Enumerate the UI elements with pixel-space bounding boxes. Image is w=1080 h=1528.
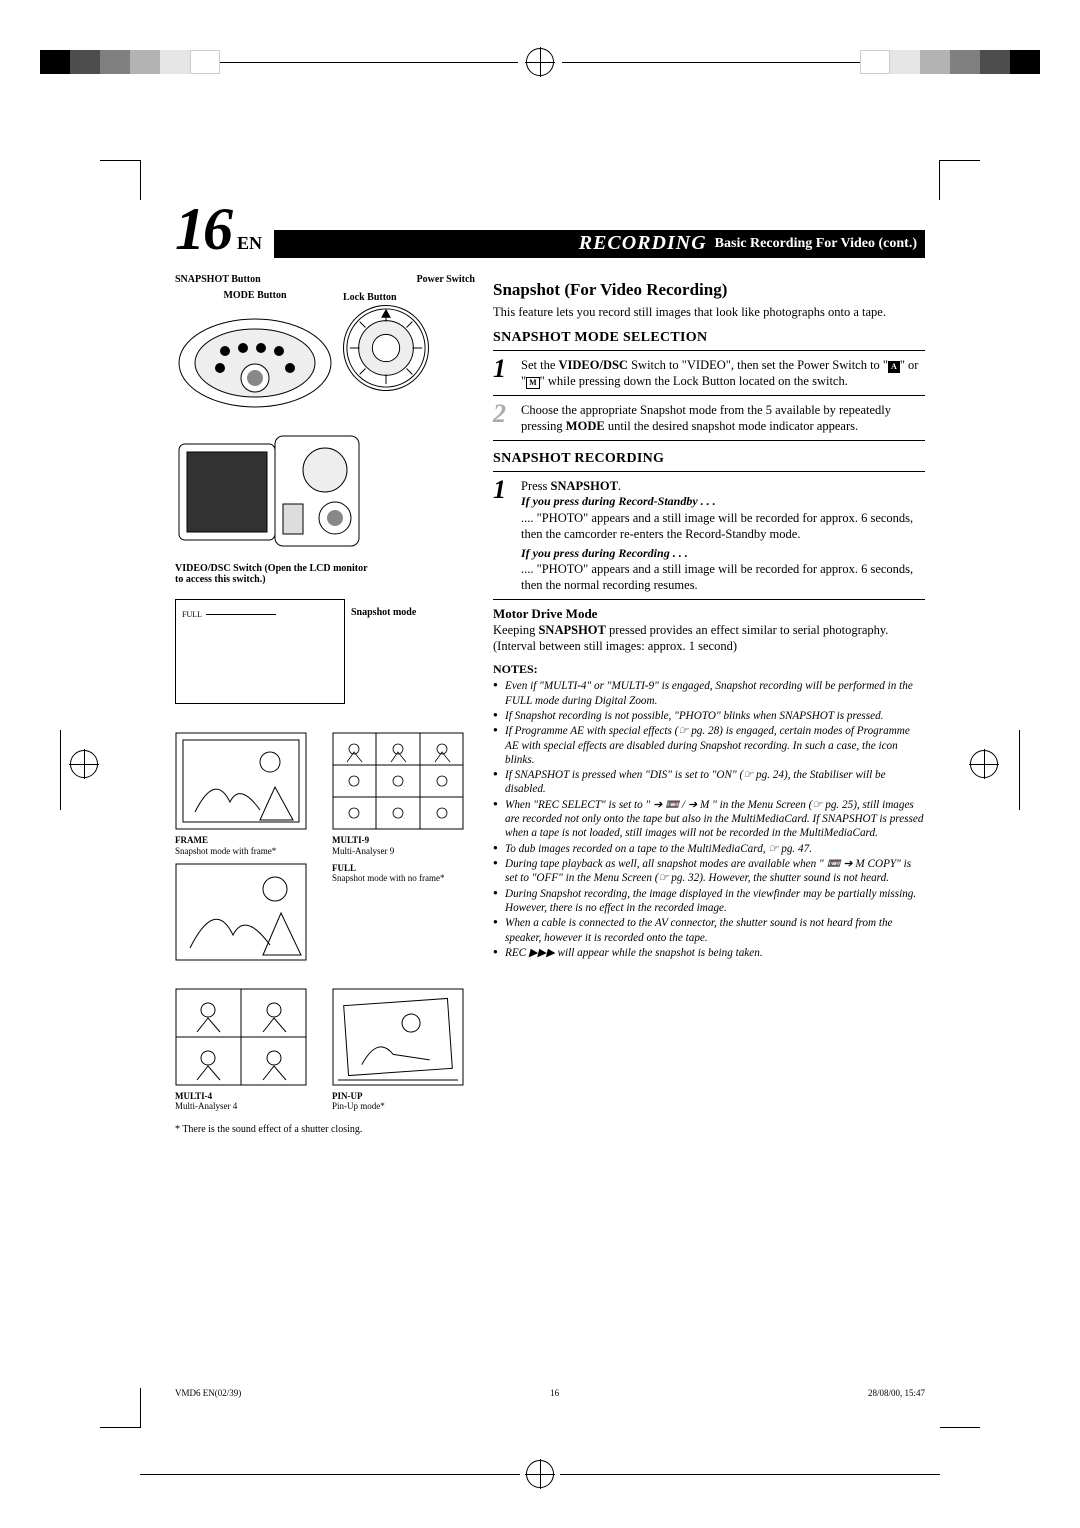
icon-a: A [888,361,900,373]
step-number: 1 [493,478,513,593]
page-content: 16 EN RECORDING Basic Recording For Vide… [175,195,925,1135]
label-lock-button: Lock Button [343,292,397,303]
registration-cross-icon [526,1460,554,1488]
right-column: Snapshot (For Video Recording) This feat… [493,274,925,1135]
mode-pinup: PIN-UPPin-Up mode* [332,988,475,1113]
intro-paragraph: This feature lets you record still image… [493,304,925,320]
heading-recording: SNAPSHOT RECORDING [493,451,925,467]
note-item: When "REC SELECT" is set to " ➔ 📼 / ➔ M … [493,798,925,841]
title-sub: Basic Recording For Video (cont.) [715,236,917,252]
title-main: RECORDING [579,232,707,255]
icon-m: M [526,377,540,389]
left-column: SNAPSHOT Button Power Switch MODE Button [175,274,475,1135]
footer-center: 16 [550,1388,559,1398]
mode-multi4: MULTI-4Multi-Analyser 4 [175,988,318,1113]
notes-heading: NOTES: [493,662,925,677]
note-item: REC ▶▶▶ will appear while the snapshot i… [493,946,925,960]
registration-cross-icon [526,48,554,76]
heading-snapshot: Snapshot (For Video Recording) [493,280,925,300]
mode-full-image [175,863,318,964]
page-header: 16 EN RECORDING Basic Recording For Vide… [175,195,925,264]
note-item: During Snapshot recording, the image dis… [493,887,925,916]
footer-right: 28/08/00, 15:47 [868,1388,925,1398]
step-number: 1 [493,357,513,389]
notes-list: Even if "MULTI-4" or "MULTI-9" is engage… [493,679,925,960]
camera-diagram-top [175,303,335,413]
note-item: If Snapshot recording is not possible, "… [493,709,925,723]
mode-frame: FRAMESnapshot mode with frame* [175,732,318,857]
note-item: If Programme AE with special effects (☞ … [493,724,925,767]
page-number: 16 [175,195,231,264]
motor-paragraph: Keeping SNAPSHOT pressed provides an eff… [493,622,925,654]
standby-paragraph: .... "PHOTO" appears and a still image w… [521,510,925,542]
note-item: When a cable is connected to the AV conn… [493,916,925,945]
footnote: * There is the sound effect of a shutter… [175,1124,475,1135]
recording-paragraph: .... "PHOTO" appears and a still image w… [521,561,925,593]
page-lang: EN [237,233,262,254]
registration-cross-icon [970,750,998,778]
label-snapshot-button: SNAPSHOT Button [175,274,261,285]
label-video-dsc: VIDEO/DSC Switch (Open the LCD monitor t… [175,563,375,585]
page-footer: VMD6 EN(02/39) 16 28/08/00, 15:47 [175,1388,925,1398]
power-dial-diagram [343,305,429,391]
camera-diagram-open [175,426,365,556]
footer-left: VMD6 EN(02/39) [175,1388,241,1398]
label-snapshot-mode: Snapshot mode [351,607,416,618]
if-you-press-standby: If you press during Record-Standby . . . [521,494,925,509]
snapshot-mode-display: FULL [175,599,345,704]
registration-top [0,50,1080,74]
mode-full: FULLSnapshot mode with no frame* [332,863,475,964]
label-mode-button: MODE Button [223,290,286,301]
note-item: During tape playback as well, all snapsh… [493,857,925,886]
note-item: If SNAPSHOT is pressed when "DIS" is set… [493,768,925,797]
if-you-press-recording: If you press during Recording . . . [521,546,925,561]
step-number: 2 [493,402,513,434]
heading-mode-selection: SNAPSHOT MODE SELECTION [493,330,925,346]
label-power-switch: Power Switch [417,274,475,285]
section-title-bar: RECORDING Basic Recording For Video (con… [274,230,925,258]
registration-cross-icon [70,750,98,778]
mode-multi9: MULTI-9Multi-Analyser 9 [332,732,475,857]
rec-step-1: 1 Press SNAPSHOT. If you press during Re… [493,478,925,593]
heading-motor-drive: Motor Drive Mode [493,606,925,622]
step-2: 2 Choose the appropriate Snapshot mode f… [493,402,925,434]
note-item: To dub images recorded on a tape to the … [493,842,925,856]
note-item: Even if "MULTI-4" or "MULTI-9" is engage… [493,679,925,708]
step-1: 1 Set the VIDEO/DSC Switch to "VIDEO", t… [493,357,925,389]
